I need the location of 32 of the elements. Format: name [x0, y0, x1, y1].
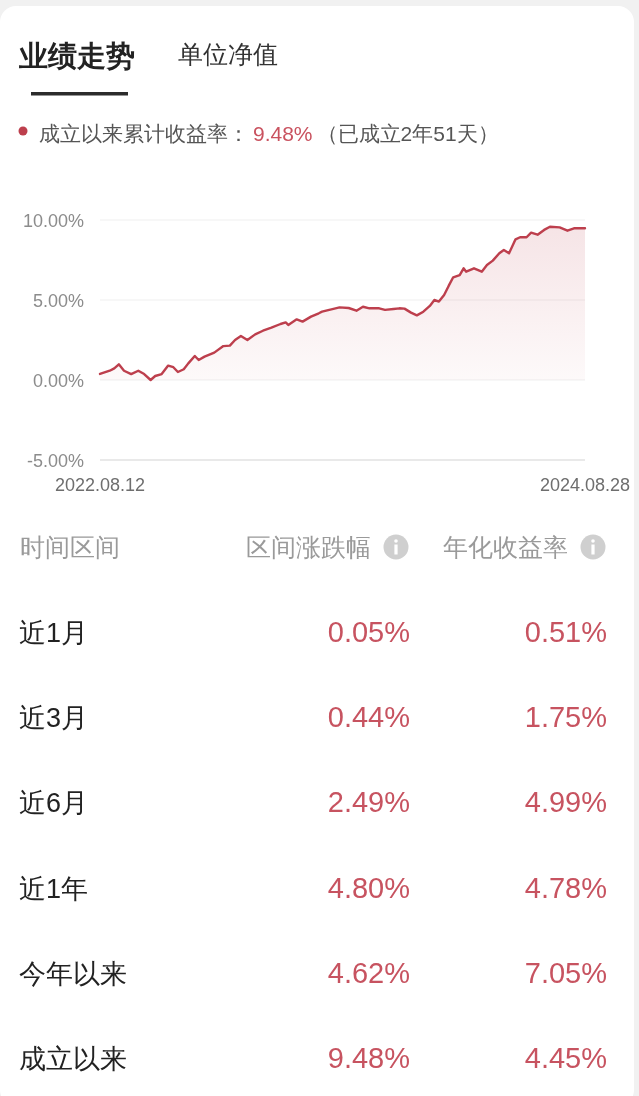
text: （已成立2年51天） [316, 122, 499, 145]
chart-subtitle: 单位净值 [178, 40, 278, 68]
category-label: 近1年 [19, 873, 89, 904]
chart-title: 业绩走势 [18, 40, 135, 72]
y-tick-label: 10.00% [22, 210, 84, 231]
data-label: 0.51% [524, 616, 607, 648]
data-label: 0.44% [327, 701, 410, 734]
data-label: 4.62% [327, 956, 410, 989]
data-label: 4.78% [524, 871, 607, 904]
data-label: 4.45% [524, 1042, 607, 1074]
data-label: 4.80% [327, 871, 410, 904]
y-tick-label: -5.00% [26, 450, 84, 471]
category-label: 近3月 [19, 703, 89, 734]
data-label: 1.75% [524, 701, 607, 734]
data-label: 9.48% [327, 1042, 410, 1074]
data-label: 2.49% [327, 786, 410, 819]
legend-label: 成立以来累计收益率： [39, 122, 249, 145]
y-tick-label: 5.00% [32, 290, 84, 311]
category-label: 近1月 [19, 618, 89, 648]
y-tick-label: 0.00% [32, 370, 84, 391]
x-tick-label: 2024.08.28 [539, 475, 631, 495]
data-label: 4.99% [524, 786, 607, 819]
category-label: 近6月 [19, 788, 89, 819]
text: 年化收益率 [443, 533, 568, 561]
text: 时间区间 [20, 533, 120, 561]
category-label: 成立以来 [19, 1044, 127, 1074]
category-label: 今年以来 [19, 958, 127, 989]
data-label: 0.05% [327, 616, 410, 648]
data-label: 7.05% [524, 956, 607, 989]
x-tick-label: 2022.08.12 [54, 475, 146, 495]
text: 区间涨跌幅 [246, 533, 371, 561]
text: 9.48% [253, 122, 313, 145]
